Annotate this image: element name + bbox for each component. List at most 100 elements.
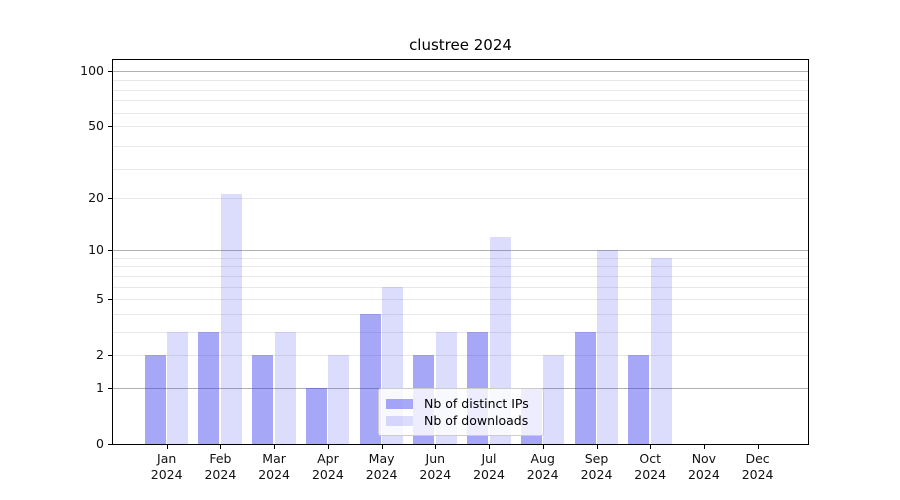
y-tick-mark	[108, 250, 113, 252]
x-tick-label-sep: Sep 2024	[567, 451, 627, 482]
y-tick-mark	[108, 299, 113, 301]
bar-distinct-ips-feb	[198, 331, 220, 444]
x-tick-mark	[703, 445, 705, 449]
year-label: 2024	[687, 466, 720, 482]
x-tick-mark	[381, 445, 383, 449]
major-gridline	[113, 250, 808, 252]
y-tick-label: 100	[80, 62, 104, 78]
legend-swatch-downloads	[386, 415, 413, 426]
minor-gridline	[113, 257, 808, 259]
bar-downloads-mar	[274, 331, 296, 444]
y-tick-mark	[108, 70, 113, 72]
legend-swatch-distinct-ips	[386, 398, 413, 409]
month-label: Nov	[691, 451, 717, 466]
x-tick-mark	[650, 445, 652, 449]
x-tick-mark	[327, 445, 329, 449]
left-spine	[112, 59, 113, 445]
x-tick-label-dec: Dec 2024	[728, 451, 788, 482]
minor-gridline	[113, 313, 808, 315]
year-label: 2024	[365, 466, 398, 482]
bar-distinct-ips-sep	[574, 331, 596, 444]
x-tick-mark	[166, 445, 168, 449]
legend: Nb of distinct IPs Nb of downloads	[378, 388, 544, 436]
legend-item-downloads: Nb of downloads	[386, 412, 536, 429]
x-tick-label-jul: Jul 2024	[459, 451, 519, 482]
plot-area	[113, 60, 808, 444]
minor-gridline	[113, 169, 808, 170]
minor-gridline	[113, 266, 808, 268]
y-tick-label: 1	[96, 379, 104, 395]
month-label: May	[368, 451, 395, 466]
minor-gridline	[113, 145, 808, 147]
year-label: 2024	[258, 466, 290, 482]
chart-title: clustree 2024	[409, 36, 512, 54]
year-label: 2024	[473, 466, 505, 482]
x-tick-label-feb: Feb 2024	[190, 451, 250, 482]
x-tick-label-oct: Oct 2024	[620, 451, 680, 482]
bar-distinct-ips-may	[359, 313, 381, 444]
x-tick-mark	[542, 445, 544, 449]
y-tick-mark	[108, 126, 113, 128]
legend-label-distinct-ips: Nb of distinct IPs	[424, 396, 529, 411]
bar-downloads-oct	[650, 257, 672, 444]
minor-gridline	[113, 331, 808, 333]
month-label: Jun	[425, 451, 446, 466]
bar-distinct-ips-apr	[305, 387, 327, 444]
month-label: Aug	[530, 451, 555, 466]
x-tick-label-jun: Jun 2024	[405, 451, 465, 482]
minor-gridline	[113, 100, 808, 102]
year-label: 2024	[150, 466, 183, 482]
month-label: Dec	[745, 451, 770, 466]
year-label: 2024	[204, 466, 237, 482]
year-label: 2024	[311, 466, 344, 482]
x-tick-label-apr: Apr 2024	[298, 451, 358, 482]
right-spine	[808, 59, 809, 445]
x-tick-label-mar: Mar 2024	[244, 451, 304, 482]
bar-downloads-apr	[328, 355, 350, 444]
x-tick-mark	[489, 445, 490, 449]
minor-gridline	[113, 197, 808, 199]
month-label: Mar	[262, 451, 286, 466]
x-tick-label-jan: Jan 2024	[137, 451, 197, 482]
year-label: 2024	[580, 466, 613, 482]
bar-distinct-ips-mar	[252, 355, 274, 444]
bar-downloads-aug	[543, 355, 565, 444]
year-label: 2024	[741, 466, 774, 482]
month-label: Sep	[584, 451, 609, 466]
minor-gridline	[113, 126, 808, 128]
legend-item-distinct-ips: Nb of distinct IPs	[386, 395, 536, 412]
x-tick-label-may: May 2024	[352, 451, 412, 482]
bar-distinct-ips-jan	[144, 355, 166, 444]
minor-gridline	[113, 112, 808, 114]
x-tick-label-aug: Aug 2024	[513, 451, 573, 482]
bar-downloads-jan	[167, 331, 189, 444]
y-tick-label: 20	[88, 189, 104, 205]
minor-gridline	[113, 286, 808, 288]
y-tick-label: 5	[96, 291, 104, 307]
x-tick-mark	[220, 445, 222, 449]
year-label: 2024	[634, 466, 667, 482]
x-tick-mark	[274, 445, 276, 449]
month-label: Apr	[317, 451, 339, 466]
major-gridline	[113, 70, 808, 72]
minor-gridline	[113, 80, 808, 82]
x-tick-label-nov: Nov 2024	[674, 451, 734, 482]
month-label: Feb	[209, 451, 232, 466]
minor-gridline	[113, 355, 808, 357]
y-tick-label: 0	[96, 436, 104, 451]
month-label: Jul	[481, 451, 497, 466]
bar-downloads-sep	[597, 250, 618, 444]
x-tick-mark	[596, 445, 598, 449]
year-label: 2024	[419, 466, 452, 482]
minor-gridline	[113, 299, 808, 301]
y-tick-mark	[108, 444, 113, 445]
month-label: Oct	[639, 451, 661, 466]
legend-label-downloads: Nb of downloads	[424, 413, 529, 428]
y-tick-label: 10	[88, 242, 104, 258]
y-tick-label: 2	[96, 347, 104, 363]
y-tick-mark	[108, 355, 113, 357]
minor-gridline	[113, 89, 808, 91]
bar-distinct-ips-oct	[628, 355, 650, 444]
bottom-spine	[112, 444, 809, 445]
